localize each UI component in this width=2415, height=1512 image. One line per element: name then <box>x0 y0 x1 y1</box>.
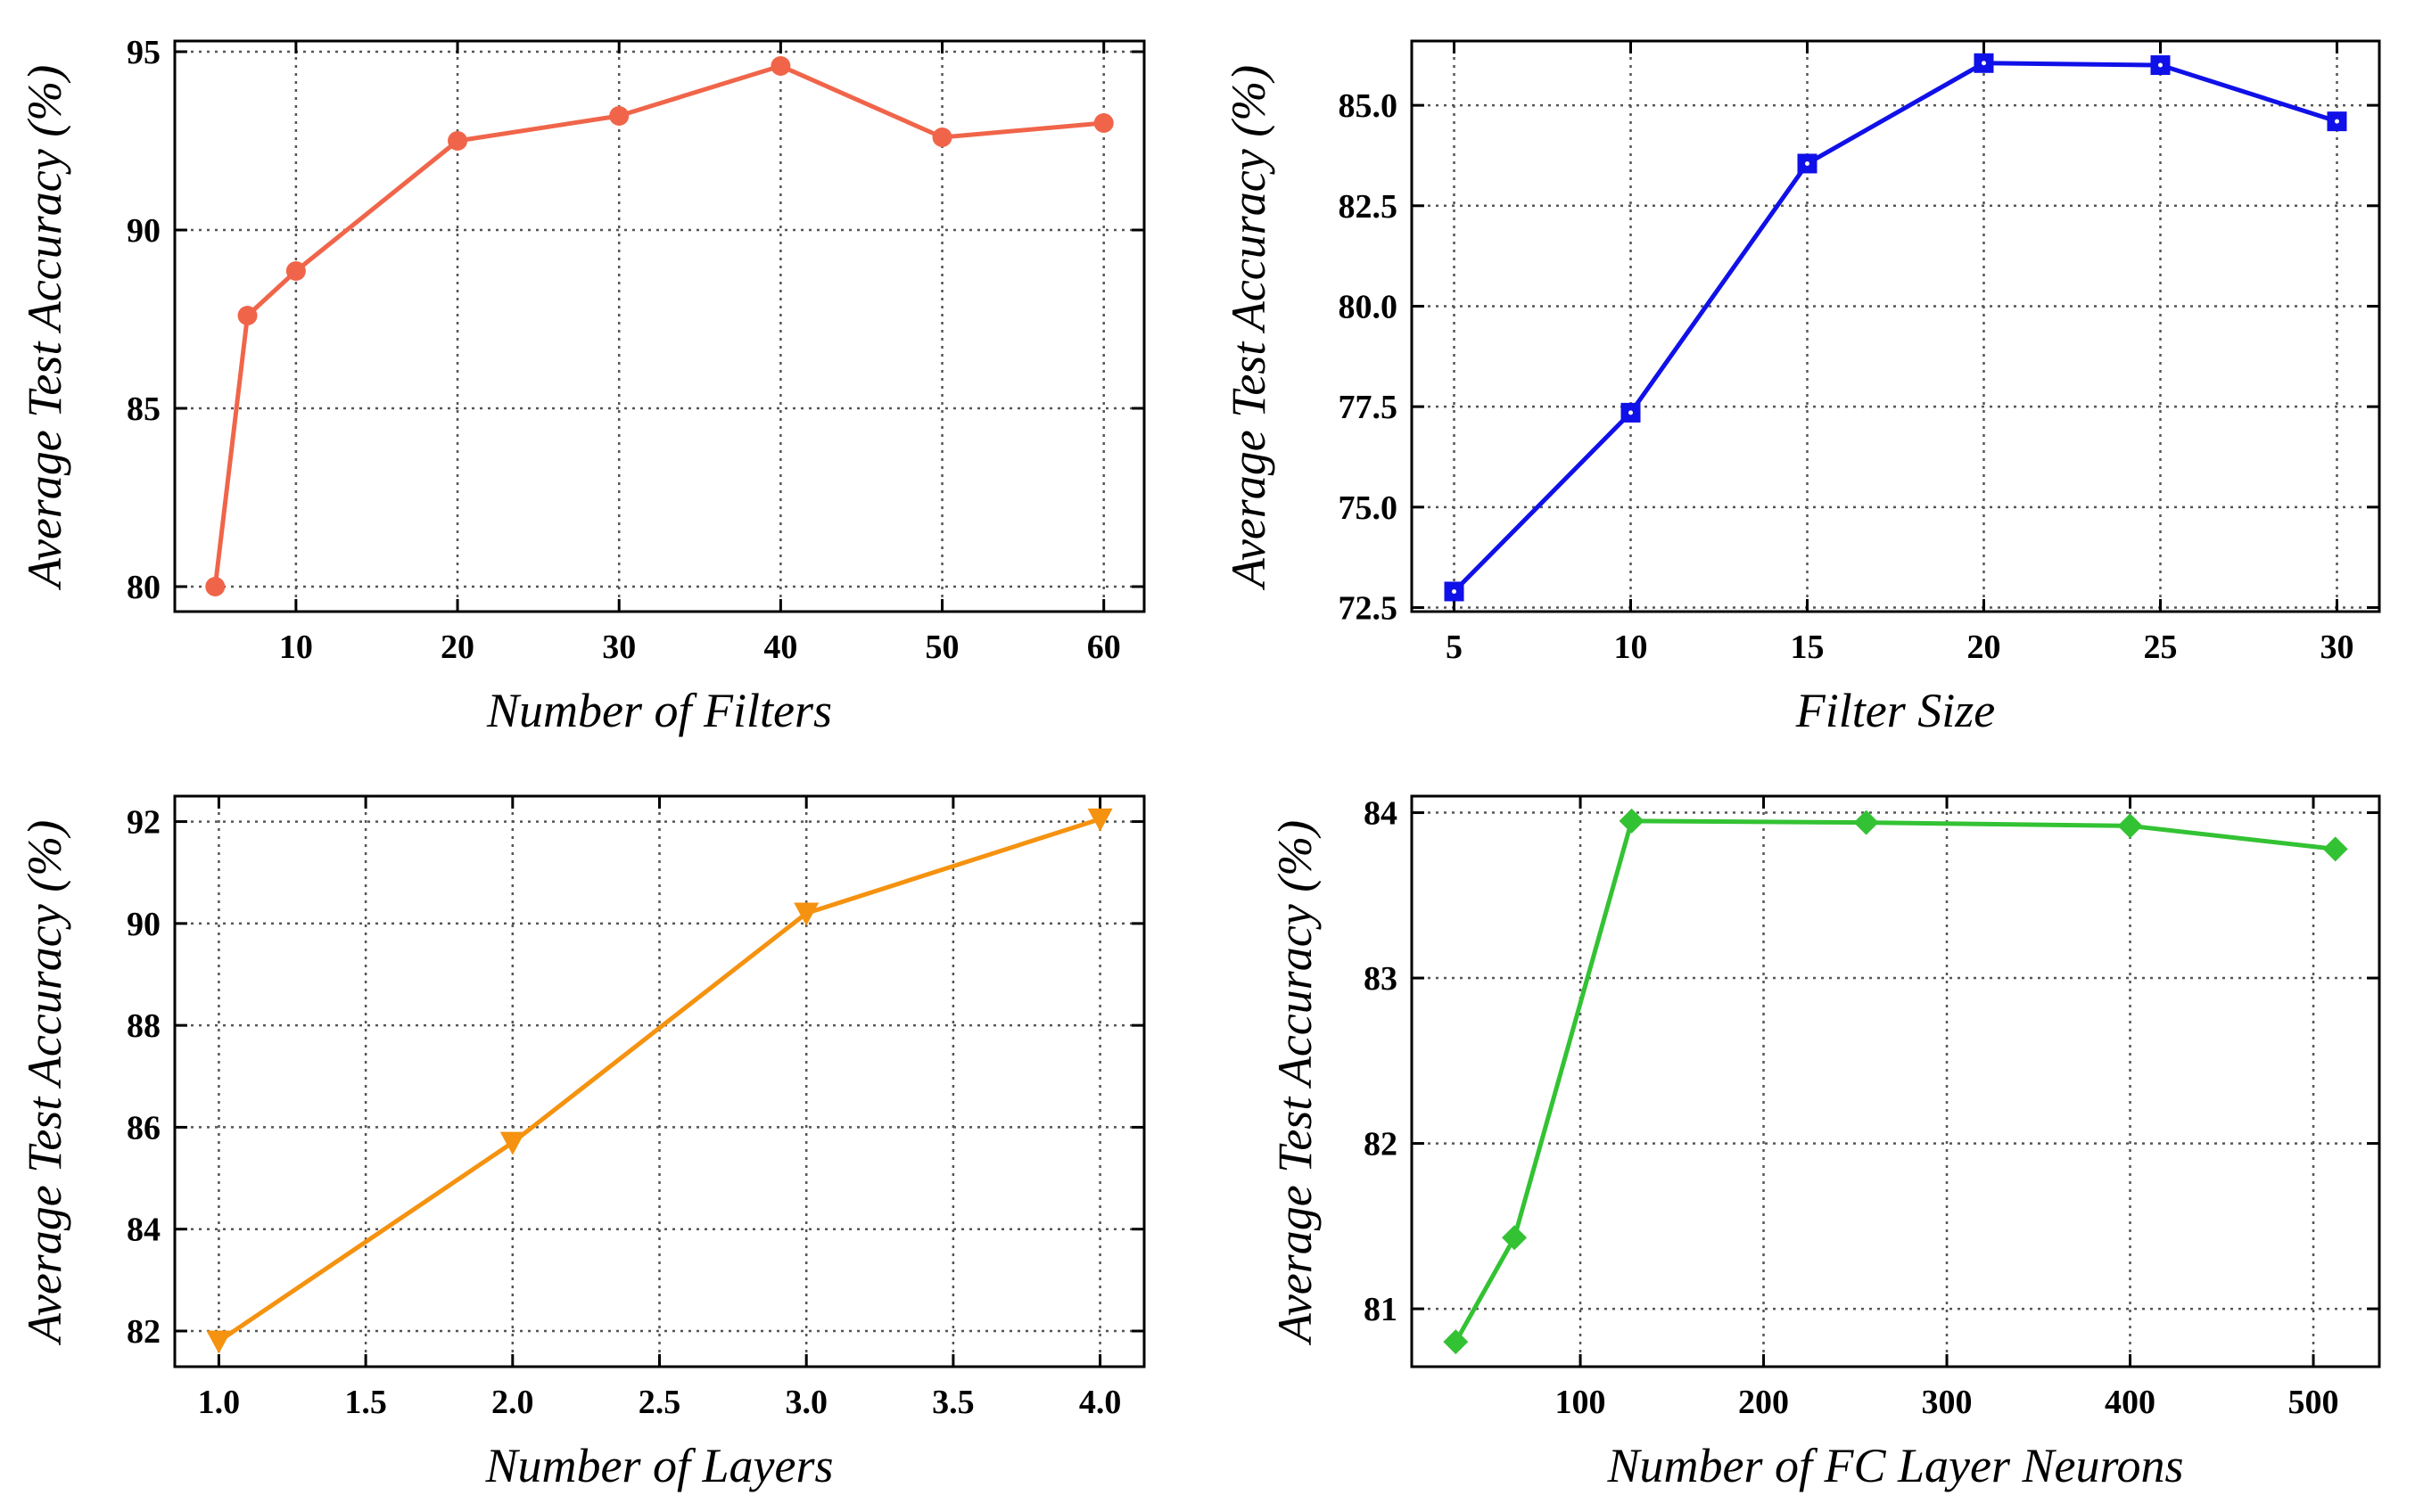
data-point-center <box>2334 119 2339 124</box>
x-tick-label: 2.0 <box>491 1384 534 1421</box>
y-tick-label: 85 <box>127 390 161 428</box>
x-tick-label: 400 <box>2105 1384 2155 1421</box>
data-point-center <box>1452 588 1457 594</box>
y-tick-label: 82 <box>1364 1126 1397 1163</box>
data-point <box>2117 813 2143 839</box>
data-point <box>499 1131 525 1155</box>
y-tick-label: 80.0 <box>1339 288 1398 325</box>
y-tick-label: 84 <box>127 1212 161 1249</box>
x-tick-label: 60 <box>1087 629 1121 666</box>
y-tick-label: 77.5 <box>1339 389 1398 426</box>
plot-frame <box>173 794 1146 1368</box>
y-tick-label: 75.0 <box>1339 489 1398 527</box>
data-point <box>1093 113 1114 133</box>
x-tick-label: 3.5 <box>932 1384 975 1421</box>
x-tick-label: 20 <box>1966 629 2000 666</box>
data-point <box>1502 1225 1528 1251</box>
series-line <box>212 63 1104 588</box>
data-point <box>609 106 630 126</box>
y-tick-label: 88 <box>127 1007 161 1045</box>
chart-3: 1.0 1.5 2.0 2.5 3.0 3.5 4.0 82 84 86 88 90 92 Number … <box>18 794 1146 1492</box>
plot-frame <box>1410 794 2381 1368</box>
data-point <box>206 1330 232 1354</box>
x-tick-label: 30 <box>602 629 636 666</box>
chart-1: 10 20 30 40 50 60 80 85 90 95 Number of Filters Ave… <box>18 34 1146 737</box>
y-tick-label: 92 <box>127 804 161 842</box>
x-tick-label: 1.5 <box>344 1384 387 1421</box>
x-tick-label: 15 <box>1791 629 1825 666</box>
y-tick-label: 90 <box>127 212 161 250</box>
data-point <box>1087 808 1113 832</box>
y-tick-label: 95 <box>127 34 161 71</box>
y-axis-label: Average Test Accuracy (%) <box>18 820 71 1345</box>
y-tick-label: 82.5 <box>1339 188 1398 226</box>
data-point <box>794 902 820 926</box>
x-tick-label: 500 <box>2288 1384 2339 1421</box>
y-tick-label: 80 <box>127 569 161 606</box>
x-axis-label: Filter Size <box>1795 684 1995 737</box>
x-tick-label: 4.0 <box>1079 1384 1122 1421</box>
x-tick-label: 20 <box>441 629 474 666</box>
y-tick-label: 82 <box>127 1313 161 1351</box>
x-axis-label: Number of Filters <box>486 684 832 737</box>
chart-2: 5 10 15 20 25 30 72.5 75.0 77.5 80.0 82.5 85.0 Filte… <box>1222 39 2381 737</box>
y-tick-label: 84 <box>1364 795 1397 833</box>
x-tick-label: 300 <box>1922 1384 1973 1421</box>
data-point-center <box>2157 62 2163 68</box>
plot-frame <box>1410 39 2381 613</box>
y-axis-label: Average Test Accuracy (%) <box>1222 65 1275 590</box>
y-tick-label: 81 <box>1364 1291 1397 1328</box>
data-point <box>2322 836 2348 862</box>
y-axis-label: Average Test Accuracy (%) <box>18 65 71 590</box>
x-tick-label: 1.0 <box>198 1384 241 1421</box>
plot-frame <box>173 39 1146 613</box>
data-point <box>932 127 952 147</box>
x-tick-label: 100 <box>1555 1384 1606 1421</box>
y-axis-label: Average Test Accuracy (%) <box>1268 820 1322 1345</box>
y-tick-label: 83 <box>1364 960 1397 998</box>
data-point-center <box>1805 160 1810 166</box>
data-point <box>237 306 258 325</box>
x-tick-label: 10 <box>279 629 313 666</box>
x-axis-label: Number of FC Layer Neurons <box>1607 1439 2184 1492</box>
y-tick-label: 85.0 <box>1339 87 1398 125</box>
data-point <box>448 131 468 151</box>
data-point <box>285 261 306 281</box>
x-tick-label: 50 <box>926 629 960 666</box>
y-tick-label: 90 <box>127 906 161 943</box>
data-point <box>205 577 226 596</box>
chart-4: 100 200 300 400 500 81 82 83 84 Number of FC Laye… <box>1268 794 2381 1492</box>
series-line <box>218 817 1101 1344</box>
x-tick-label: 2.5 <box>639 1384 681 1421</box>
x-axis-label: Number of Layers <box>485 1439 834 1492</box>
series-line <box>1452 61 2338 594</box>
data-point <box>1853 809 1879 835</box>
x-tick-label: 5 <box>1446 629 1463 666</box>
data-point <box>1619 808 1644 834</box>
data-point-center <box>1981 61 1986 66</box>
data-point-center <box>1628 410 1634 415</box>
x-tick-label: 25 <box>2143 629 2177 666</box>
x-tick-label: 30 <box>2320 629 2353 666</box>
y-tick-label: 72.5 <box>1339 589 1398 627</box>
data-point <box>1443 1329 1469 1355</box>
x-tick-label: 200 <box>1738 1384 1789 1421</box>
x-tick-label: 10 <box>1614 629 1648 666</box>
data-point <box>771 56 791 76</box>
x-tick-label: 40 <box>763 629 797 666</box>
y-tick-label: 86 <box>127 1109 161 1146</box>
x-tick-label: 3.0 <box>785 1384 828 1421</box>
series-line <box>1454 818 2336 1344</box>
